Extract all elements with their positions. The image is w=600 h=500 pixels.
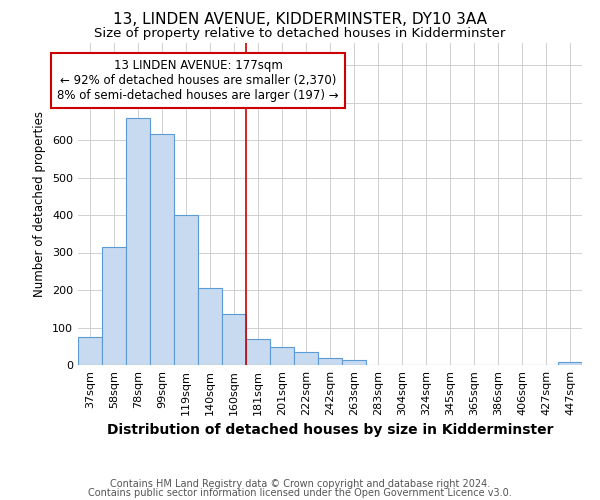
- Bar: [270, 347, 294, 365]
- Bar: [246, 339, 270, 365]
- Y-axis label: Number of detached properties: Number of detached properties: [34, 111, 46, 296]
- Bar: [126, 118, 150, 365]
- Text: Contains public sector information licensed under the Open Government Licence v3: Contains public sector information licen…: [88, 488, 512, 498]
- Bar: [294, 352, 318, 365]
- Bar: [318, 358, 342, 365]
- Bar: [78, 337, 102, 365]
- Text: 13, LINDEN AVENUE, KIDDERMINSTER, DY10 3AA: 13, LINDEN AVENUE, KIDDERMINSTER, DY10 3…: [113, 12, 487, 28]
- Text: 13 LINDEN AVENUE: 177sqm
← 92% of detached houses are smaller (2,370)
8% of semi: 13 LINDEN AVENUE: 177sqm ← 92% of detach…: [57, 58, 339, 102]
- Text: Contains HM Land Registry data © Crown copyright and database right 2024.: Contains HM Land Registry data © Crown c…: [110, 479, 490, 489]
- X-axis label: Distribution of detached houses by size in Kidderminster: Distribution of detached houses by size …: [107, 424, 553, 438]
- Bar: [558, 362, 582, 365]
- Bar: [174, 215, 198, 365]
- Bar: [342, 360, 366, 365]
- Text: Size of property relative to detached houses in Kidderminster: Size of property relative to detached ho…: [94, 28, 506, 40]
- Bar: [150, 134, 174, 365]
- Bar: [198, 288, 222, 365]
- Bar: [222, 314, 246, 365]
- Bar: [102, 247, 126, 365]
